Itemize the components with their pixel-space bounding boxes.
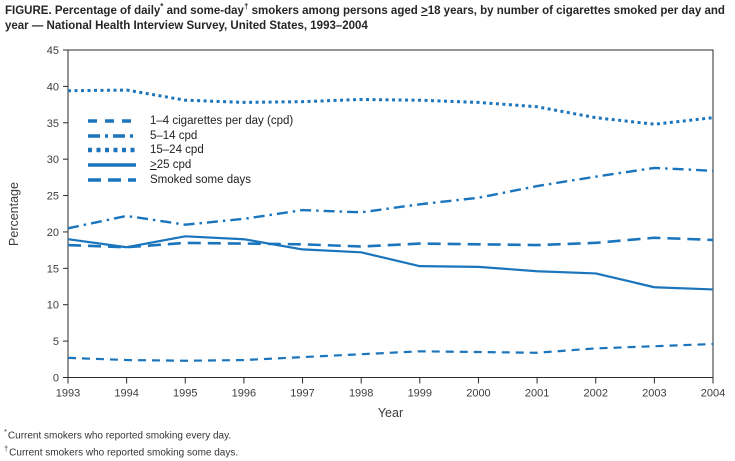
x-tick-label: 1999 [408, 388, 432, 400]
y-tick-label: 45 [47, 45, 59, 57]
legend-label: 15–24 cpd [150, 144, 204, 157]
series-line-1 [67, 342, 714, 362]
legend-label: 1–4 cigarettes per day (cpd) [150, 115, 294, 128]
x-tick-label: 2001 [525, 388, 549, 400]
x-tick-label: 1998 [349, 388, 373, 400]
legend-item-smoked-some-days: Smoked some days [86, 172, 293, 187]
legend-line-sample-dot [88, 148, 136, 153]
x-tick-label: 1996 [232, 388, 256, 400]
y-tick-label: 15 [47, 263, 59, 275]
y-tick-label: 10 [47, 300, 59, 312]
x-tick-label: 2003 [642, 388, 666, 400]
legend-label: 5–14 cpd [150, 129, 198, 142]
legend-label: Smoked some days [150, 173, 251, 186]
y-tick-label: 30 [47, 154, 59, 166]
plot-area [67, 49, 714, 378]
asterisk-marker: * [160, 2, 164, 12]
legend-line-sample-dashdot [88, 134, 136, 138]
legend-label: >25 cpd [150, 159, 192, 172]
footnote-someday: †Current smokers who reported smoking so… [4, 443, 239, 459]
legend-line-sample-dash [88, 119, 136, 124]
legend-line-sample-solid [88, 163, 136, 167]
y-tick-label: 20 [47, 227, 59, 239]
x-axis-title: Year [377, 406, 404, 420]
x-tick-label: 1995 [173, 388, 197, 400]
x-tick-label: 2004 [701, 388, 725, 400]
asterisk-marker: * [4, 427, 7, 436]
y-tick-label: 35 [47, 118, 59, 130]
x-tick-label: 2000 [466, 388, 490, 400]
legend-line-sample-longdash [88, 177, 136, 182]
y-tick-label: 0 [53, 373, 59, 385]
y-tick-label: 25 [47, 191, 59, 203]
x-tick-label: 1997 [290, 388, 314, 400]
x-tick-label: 2002 [583, 388, 607, 400]
y-tick-label: 40 [47, 81, 59, 93]
series-line-4 [67, 235, 714, 291]
series-line-3 [67, 88, 714, 126]
x-tick-label: 1994 [114, 388, 138, 400]
title-text: FIGURE. Percentage of daily [5, 5, 161, 17]
legend-item-15-24-cpd: 15–24 cpd [86, 143, 293, 158]
legend-item-25plus-cpd: >25 cpd [86, 158, 293, 173]
footnote-daily: *Current smokers who reported smoking ev… [4, 427, 232, 442]
y-axis-title: Percentage [7, 182, 21, 246]
legend-item-1-4-cpd: 1–4 cigarettes per day (cpd) [86, 114, 293, 129]
series-line-2 [67, 166, 714, 230]
dagger-marker: † [243, 2, 249, 12]
footnotes: *Current smokers who reported smoking ev… [4, 426, 238, 460]
series-line-5 [67, 236, 714, 249]
legend: 1–4 cigarettes per day (cpd) 5–14 cpd 15… [86, 114, 293, 187]
geq-symbol: > [420, 5, 428, 17]
legend-item-5-14-cpd: 5–14 cpd [86, 129, 293, 144]
figure-title: FIGURE. Percentage of daily* and some-da… [5, 2, 725, 32]
geq-symbol: > [150, 159, 157, 172]
dagger-marker: † [4, 443, 9, 453]
y-tick-label: 5 [53, 336, 59, 348]
x-tick-label: 1993 [56, 388, 80, 400]
